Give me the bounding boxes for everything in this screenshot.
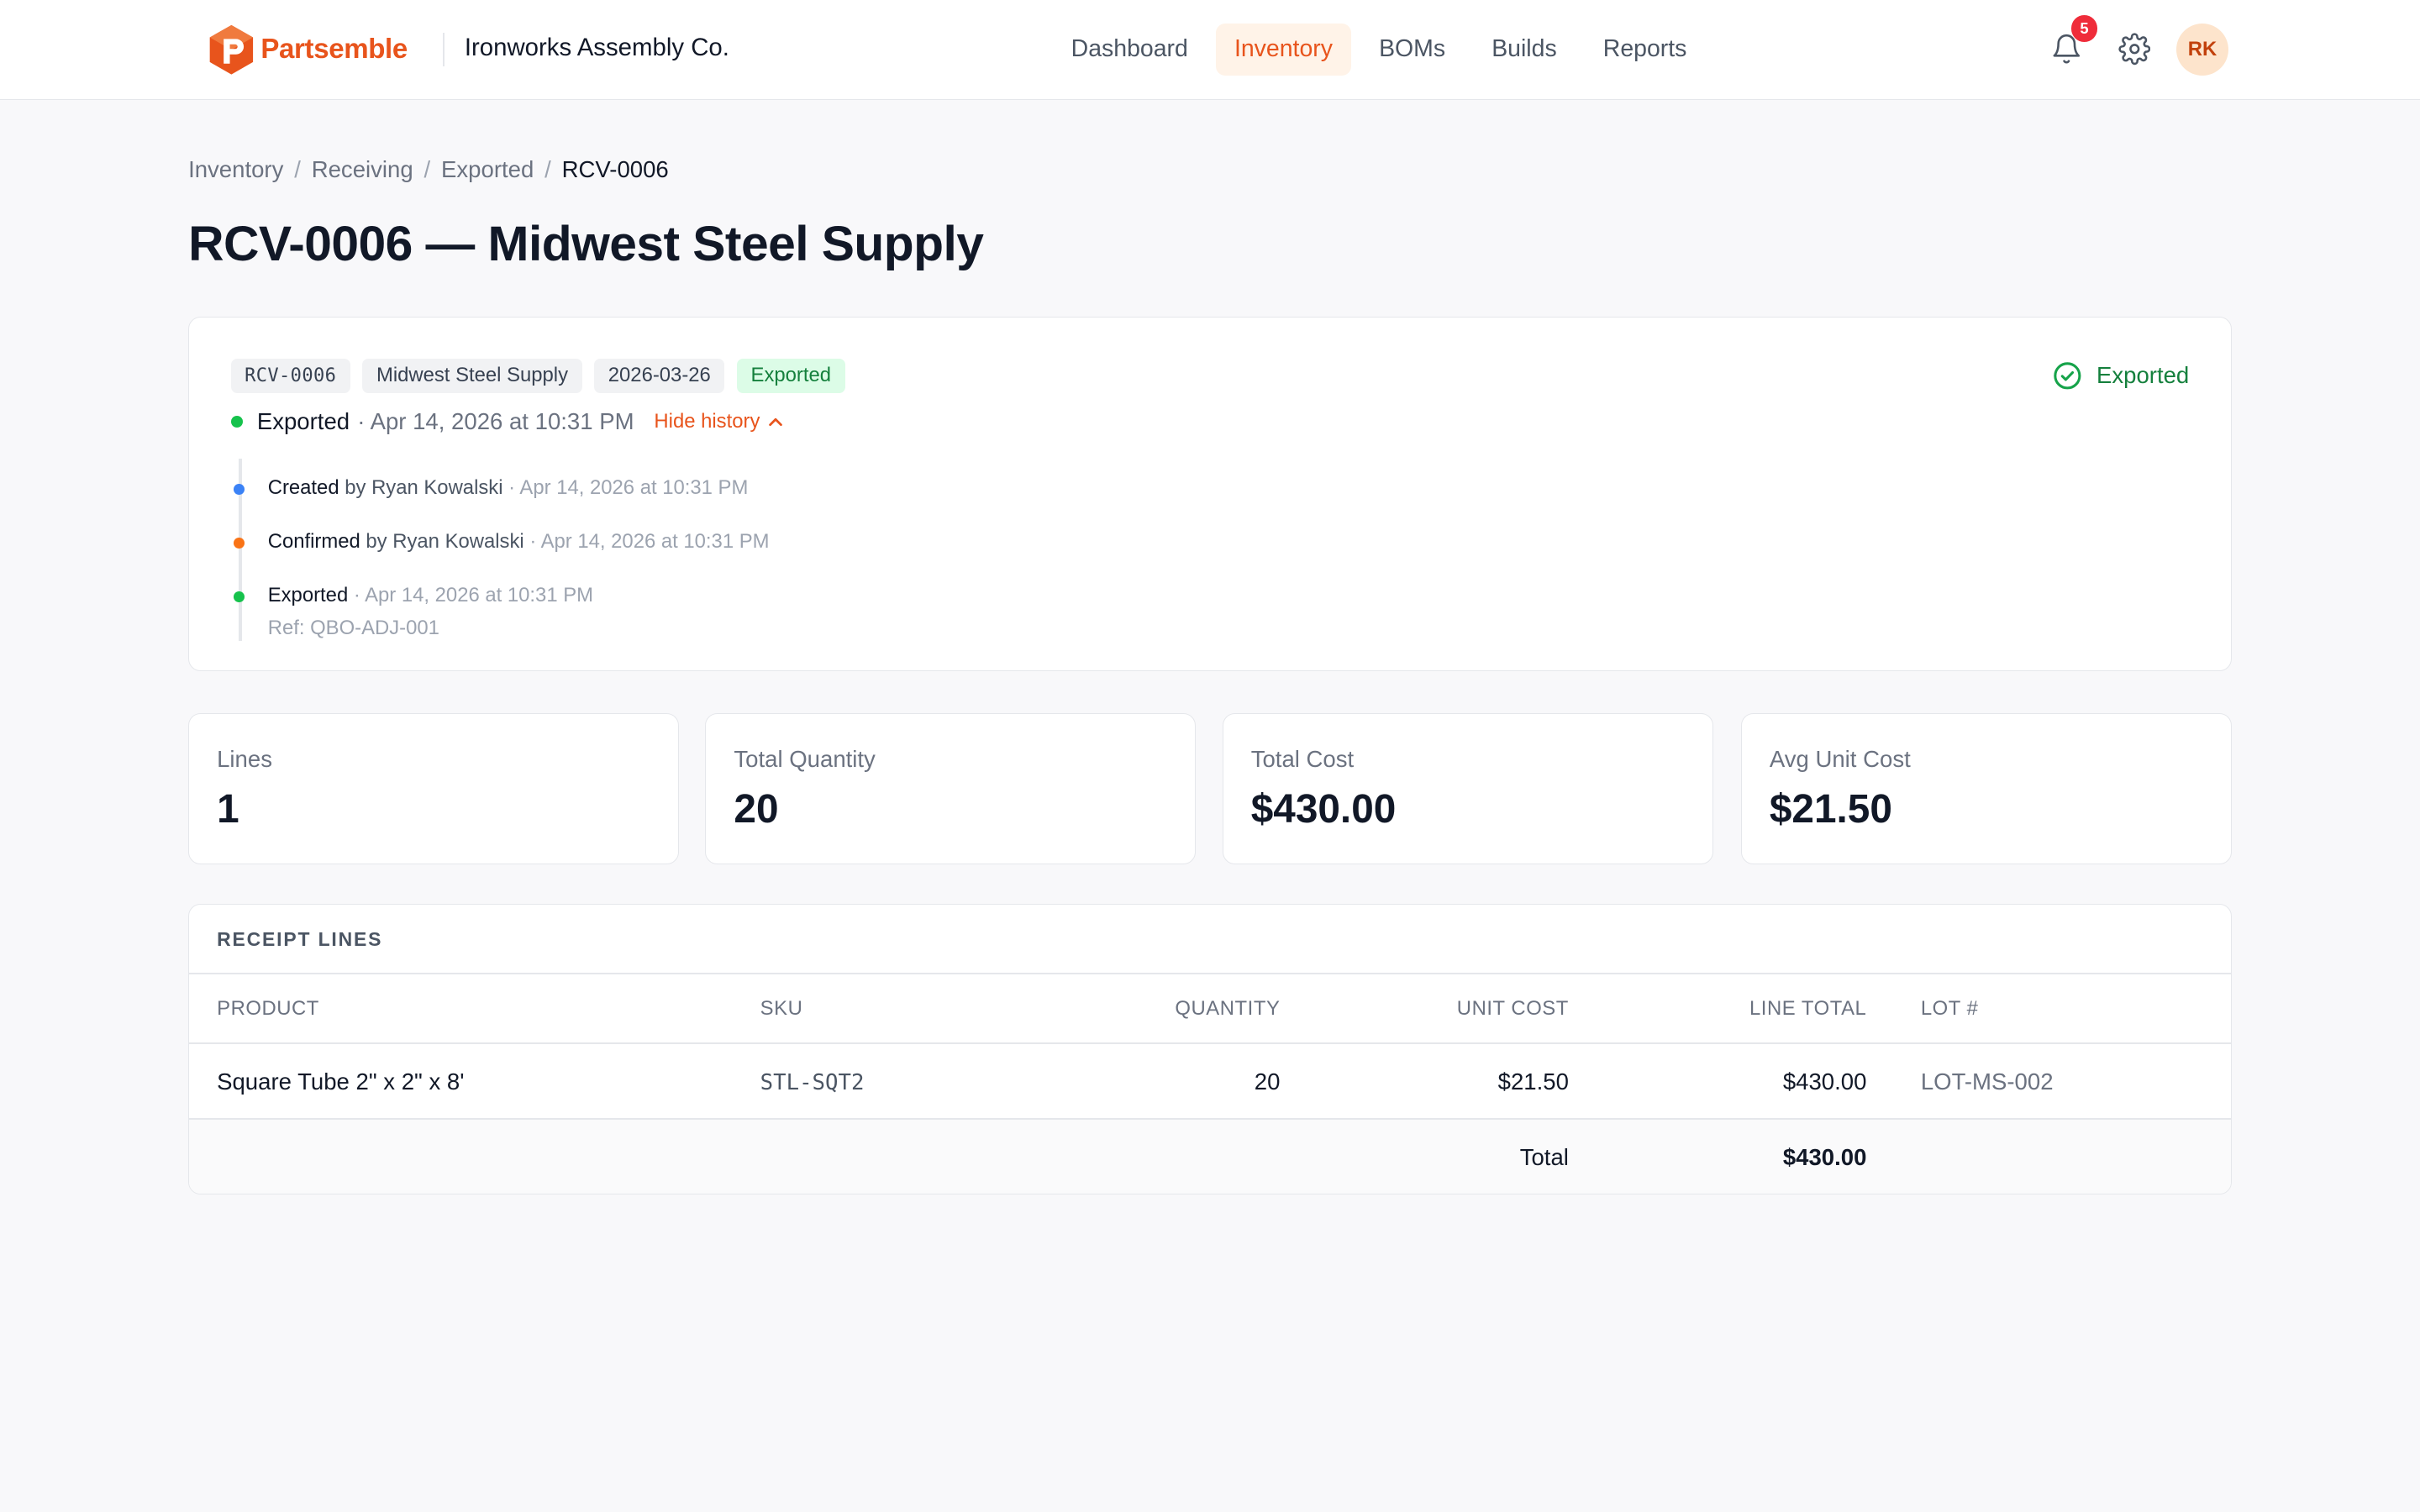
- brand-logo[interactable]: Partsemble: [207, 22, 408, 77]
- history-by: by Ryan Kowalski: [360, 529, 524, 553]
- history-dot: [234, 483, 245, 495]
- divider: [189, 1042, 2231, 1044]
- receipt-lines-table: RECEIPT LINES PRODUCT SKU QUANTITY UNIT …: [188, 904, 2232, 1194]
- status-dot: [230, 415, 244, 428]
- current-status-date: · Apr 14, 2026 at 10:31 PM: [357, 407, 634, 434]
- breadcrumb-separator: /: [424, 155, 431, 182]
- receipt-status-card: RCV-0006 Midwest Steel Supply 2026-03-26…: [188, 316, 2232, 671]
- stat-card-lines: Lines 1: [188, 712, 680, 864]
- cell-line-total: $430.00: [1782, 1068, 1867, 1095]
- timeline-line: [238, 459, 242, 642]
- column-header-lot[interactable]: LOT #: [1920, 997, 1979, 1021]
- total-label: Total: [1519, 1143, 1569, 1170]
- brand-divider: [443, 32, 445, 66]
- history-dot: [234, 591, 245, 603]
- page-title: RCV-0006 — Midwest Steel Supply: [188, 217, 984, 272]
- history-action: Created: [267, 475, 339, 499]
- total-value: $430.00: [1782, 1143, 1867, 1170]
- breadcrumb-separator: /: [294, 155, 301, 182]
- nav-builds[interactable]: Builds: [1491, 35, 1557, 63]
- notifications-button[interactable]: 5: [2040, 15, 2098, 76]
- brand-name: Partsemble: [260, 33, 408, 65]
- breadcrumb-separator: /: [544, 155, 551, 182]
- stat-label: Avg Unit Cost: [1769, 746, 1911, 773]
- cell-sku: STL-SQT2: [760, 1069, 865, 1095]
- nav-reports[interactable]: Reports: [1602, 35, 1687, 63]
- history-date: · Apr 14, 2026 at 10:31 PM: [502, 475, 749, 499]
- exported-status-label: Exported: [2096, 362, 2190, 389]
- cell-product: Square Tube 2" x 2" x 8': [217, 1068, 465, 1095]
- stat-label: Lines: [217, 746, 272, 773]
- current-status: Exported: [256, 407, 350, 434]
- history-date: · Apr 14, 2026 at 10:31 PM: [348, 584, 594, 607]
- top-bar: Partsemble Ironworks Assembly Co. Dashbo…: [0, 0, 2420, 101]
- hide-history-toggle[interactable]: Hide history: [654, 410, 784, 433]
- history-ref: Ref: QBO-ADJ-001: [267, 616, 439, 639]
- hide-history-label: Hide history: [654, 409, 760, 433]
- chevron-up-icon: [768, 417, 782, 426]
- nav-dashboard[interactable]: Dashboard: [1071, 35, 1188, 63]
- current-status-line: Exported · Apr 14, 2026 at 10:31 PM Hide…: [230, 407, 785, 435]
- stat-label: Total Quantity: [734, 746, 876, 773]
- cell-lot: LOT-MS-002: [1920, 1068, 2054, 1095]
- stat-card-avg-unit-cost: Avg Unit Cost $21.50: [1740, 712, 2232, 864]
- history-dot: [234, 538, 245, 549]
- divider: [189, 973, 2231, 974]
- gear-icon: [2118, 33, 2151, 66]
- vendor-chip: Midwest Steel Supply: [362, 359, 582, 393]
- breadcrumb-inventory[interactable]: Inventory: [188, 155, 284, 182]
- status-chip: Exported: [737, 359, 845, 393]
- stat-card-total-cost: Total Cost $430.00: [1222, 712, 1713, 864]
- partsemble-logo-icon: [209, 24, 254, 75]
- table-title: RECEIPT LINES: [217, 927, 383, 950]
- breadcrumb-receiving[interactable]: Receiving: [311, 155, 413, 182]
- company-name: Ironworks Assembly Co.: [464, 34, 729, 62]
- stat-value: $430.00: [1250, 786, 1397, 832]
- history-action: Confirmed: [267, 529, 360, 553]
- history-by: by Ryan Kowalski: [339, 475, 503, 499]
- date-chip: 2026-03-26: [594, 359, 725, 393]
- stat-value: 1: [217, 786, 239, 832]
- stat-card-total-quantity: Total Quantity 20: [705, 712, 1197, 864]
- table-total-row: [189, 1117, 2231, 1194]
- column-header-quantity[interactable]: QUANTITY: [1175, 997, 1281, 1021]
- nav-boms[interactable]: BOMs: [1379, 35, 1446, 63]
- column-header-line-total[interactable]: LINE TOTAL: [1749, 997, 1867, 1021]
- breadcrumb-exported[interactable]: Exported: [441, 155, 534, 182]
- stat-value: $21.50: [1769, 786, 1892, 832]
- breadcrumb-current: RCV-0006: [561, 155, 669, 182]
- column-header-product[interactable]: PRODUCT: [217, 997, 319, 1021]
- check-circle-icon: [2054, 362, 2081, 390]
- receipt-chips: RCV-0006 Midwest Steel Supply 2026-03-26…: [230, 359, 858, 393]
- receipt-number-chip: RCV-0006: [230, 359, 350, 393]
- column-header-sku[interactable]: SKU: [760, 997, 803, 1021]
- exported-status-indicator: Exported: [2052, 360, 2190, 391]
- breadcrumb: Inventory / Receiving / Exported / RCV-0…: [188, 156, 669, 183]
- stat-value: 20: [734, 786, 779, 832]
- main-nav: Dashboard Inventory BOMs Builds Reports: [1053, 23, 1715, 76]
- cell-unit-cost: $21.50: [1497, 1068, 1569, 1095]
- notification-count-badge: 5: [2070, 15, 2098, 42]
- user-avatar[interactable]: RK: [2175, 23, 2229, 76]
- divider: [189, 1117, 2231, 1120]
- cell-quantity: 20: [1254, 1068, 1281, 1095]
- stat-label: Total Cost: [1250, 746, 1355, 773]
- column-header-unit-cost[interactable]: UNIT COST: [1456, 997, 1569, 1021]
- history-date: · Apr 14, 2026 at 10:31 PM: [523, 529, 770, 553]
- bell-icon: [2053, 34, 2081, 64]
- history-action: Exported: [267, 584, 349, 607]
- settings-button[interactable]: [2108, 24, 2160, 76]
- nav-inventory[interactable]: Inventory: [1215, 23, 1352, 76]
- header-actions: 5 RK: [2025, 15, 2229, 76]
